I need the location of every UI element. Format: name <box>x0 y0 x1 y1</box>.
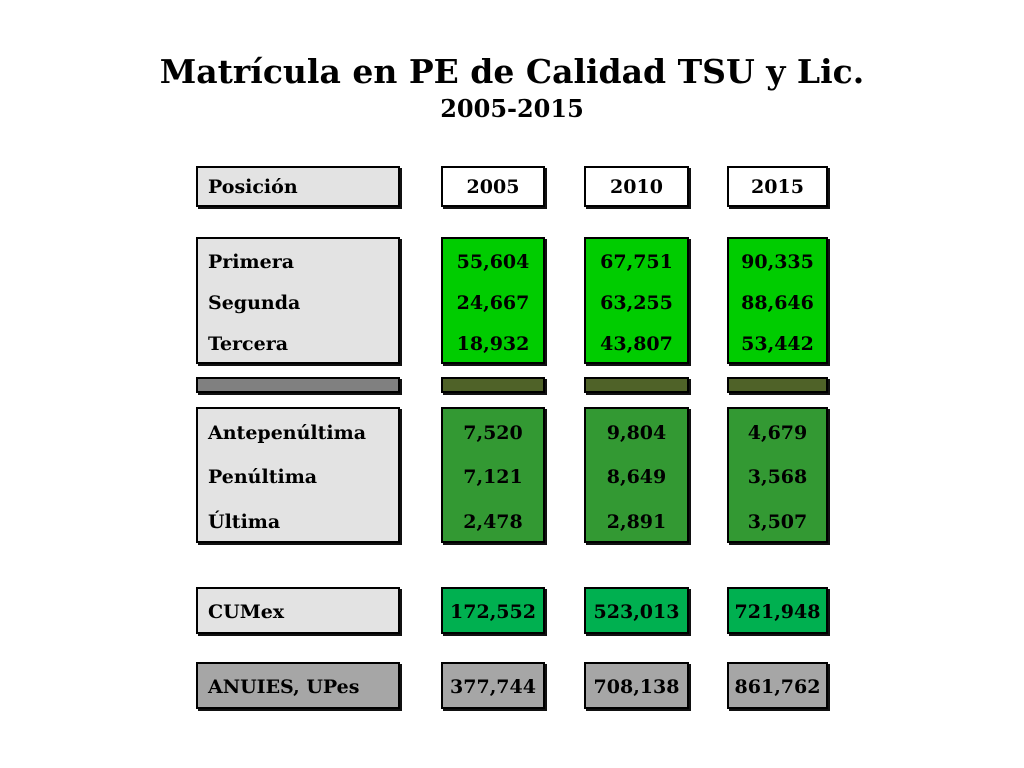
data-cell: 55,604 <box>456 251 530 273</box>
header-year-label: 2010 <box>610 176 663 198</box>
cumex-2015: 721,948 <box>727 587 828 634</box>
row-label-anuies: ANUIES, UPes <box>208 676 360 698</box>
row-label-primera: Primera <box>208 251 295 273</box>
data-cell: 708,138 <box>593 676 680 698</box>
data-cell: 7,121 <box>463 466 523 488</box>
anuies-label-cell: ANUIES, UPes <box>196 662 400 709</box>
data-cell: 4,679 <box>747 422 808 444</box>
row-label-antepenultima: Antepenúltima <box>208 422 367 444</box>
data-cell: 721,948 <box>734 601 821 623</box>
header-year-2015: 2015 <box>727 166 828 207</box>
separator-bar-label <box>196 377 400 393</box>
header-year-2005: 2005 <box>441 166 545 207</box>
separator-bar-2010 <box>584 377 689 393</box>
data-cell: 3,568 <box>747 466 808 488</box>
chart-subtitle: 2005-2015 <box>440 94 584 123</box>
row-label-penultima: Penúltima <box>208 466 318 488</box>
data-cell: 9,804 <box>606 422 667 444</box>
data-cell: 7,520 <box>463 422 523 444</box>
row-label-tercera: Tercera <box>208 333 289 355</box>
header-year-2010: 2010 <box>584 166 689 207</box>
top-group-2015: 90,335 88,646 53,442 <box>727 237 828 364</box>
anuies-2015: 861,762 <box>727 662 828 709</box>
separator-bar-2005 <box>441 377 545 393</box>
data-cell: 63,255 <box>600 292 673 314</box>
header-position-cell: Posición <box>196 166 400 207</box>
top-group-2005: 55,604 24,667 18,932 <box>441 237 545 364</box>
data-cell: 43,807 <box>600 333 673 355</box>
data-cell: 523,013 <box>593 601 680 623</box>
data-cell: 861,762 <box>734 676 821 698</box>
data-cell: 67,751 <box>600 251 673 273</box>
header-year-label: 2005 <box>466 176 520 198</box>
data-cell: 8,649 <box>606 466 667 488</box>
bottom-group-labels: Antepenúltima Penúltima Última <box>196 407 400 543</box>
row-label-ultima: Última <box>208 511 281 533</box>
top-group-labels: Primera Segunda Tercera <box>196 237 400 364</box>
data-cell: 24,667 <box>456 292 530 314</box>
data-cell: 172,552 <box>450 601 536 623</box>
data-cell: 3,507 <box>747 511 808 533</box>
anuies-2010: 708,138 <box>584 662 689 709</box>
data-cell: 88,646 <box>741 292 814 314</box>
bottom-group-2010: 9,804 8,649 2,891 <box>584 407 689 543</box>
data-cell: 2,891 <box>606 511 667 533</box>
data-cell: 90,335 <box>741 251 814 273</box>
chart-title: Matrícula en PE de Calidad TSU y Lic. <box>159 52 865 91</box>
cumex-label-cell: CUMex <box>196 587 400 634</box>
data-cell: 2,478 <box>463 511 523 533</box>
top-group-2010: 67,751 63,255 43,807 <box>584 237 689 364</box>
data-cell: 377,744 <box>450 676 536 698</box>
row-label-segunda: Segunda <box>208 292 301 314</box>
header-position-label: Posición <box>208 176 298 198</box>
anuies-2005: 377,744 <box>441 662 545 709</box>
data-cell: 18,932 <box>456 333 530 355</box>
header-year-label: 2015 <box>751 176 804 198</box>
data-cell: 53,442 <box>741 333 814 355</box>
cumex-2005: 172,552 <box>441 587 545 634</box>
bottom-group-2015: 4,679 3,568 3,507 <box>727 407 828 543</box>
separator-bar-2015 <box>727 377 828 393</box>
row-label-cumex: CUMex <box>208 601 285 623</box>
bottom-group-2005: 7,520 7,121 2,478 <box>441 407 545 543</box>
cumex-2010: 523,013 <box>584 587 689 634</box>
